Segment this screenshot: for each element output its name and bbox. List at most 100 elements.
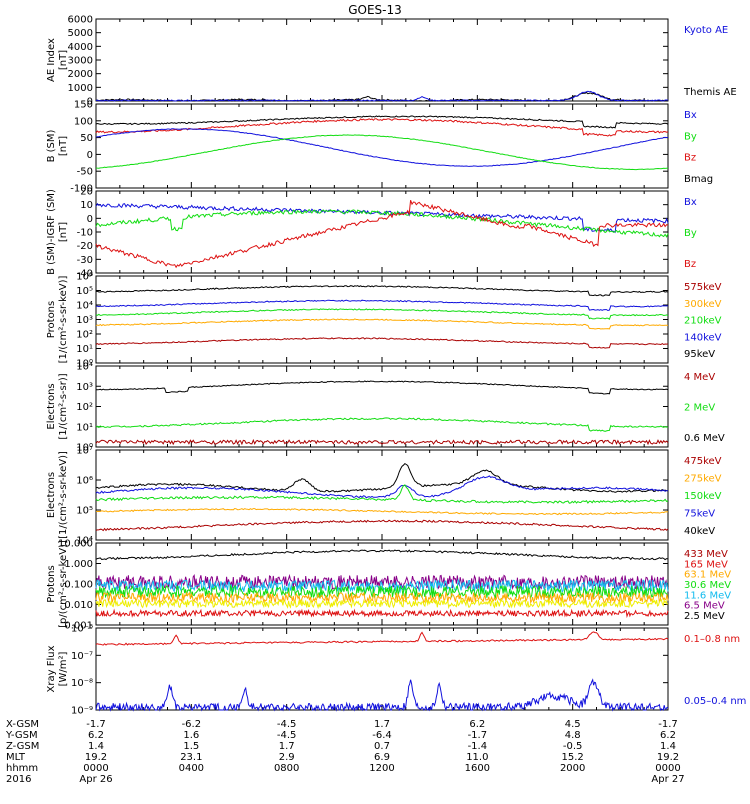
series-dby [95,209,669,238]
ytick-label: 10⁰ [76,359,93,370]
legend-bigrf-2: Bz [684,259,696,270]
ylabel-line1: Protons [46,301,57,338]
ytick-label: -20 [77,241,93,252]
legend-electrons2-4: 40keV [684,526,715,537]
series-e-0p6mev [95,380,669,395]
ytick-label: 10¹ [76,344,93,355]
series-e-4mev [95,438,669,446]
xaxis-value: 1.7 [374,719,390,730]
xaxis-value: 6.2 [88,730,104,741]
series-p-2p5mev [95,549,669,561]
ytick-label: 20 [80,187,93,198]
xaxis-value: -4.5 [277,719,297,730]
ylabel-bigrf: B (SM)-IGRF (SM) [nT] [46,189,69,275]
ytick-label: 10³ [76,315,93,326]
xaxis-row-label: Y-GSM [5,730,38,741]
ytick-label: 10⁴ [76,536,93,547]
xaxis-value: 2000 [560,763,585,774]
xaxis-value: 4.5 [565,719,581,730]
legend-protons1-0: 575keV [684,282,722,293]
xaxis-row-label: Z-GSM [6,741,39,752]
series-p-300kev [95,318,669,330]
legend-ae-0: Kyoto AE [684,25,728,36]
xaxis-value: 11.0 [466,752,488,763]
chart-title: GOES-13 [348,3,402,17]
xaxis-value: Apr 27 [651,774,684,785]
ytick-label: 150 [74,100,93,111]
ytick-label: 6000 [68,15,93,26]
series-xray-short [95,678,669,712]
xaxis-value: Apr 26 [79,774,112,785]
legend-bsm-1: By [684,131,697,142]
ytick-label: 10⁻⁷ [71,651,93,662]
legend-protons2-3: 30.6 MeV [684,580,731,591]
ylabel-line2: [1/(cm²-s-sr-keV)] [58,276,69,364]
xaxis-value: -0.5 [563,741,583,752]
legend-electrons1-2: 0.6 MeV [684,433,725,444]
ylabel-line1: Protons [46,565,57,602]
ytick-label: 0.100 [64,580,93,591]
xaxis-value: -4.5 [277,730,297,741]
ytick-label: 0 [87,97,93,108]
legend-protons1-1: 300keV [684,299,722,310]
legend-protons2-4: 11.6 MeV [684,590,731,601]
xaxis-value: -1.7 [658,719,678,730]
ylabel-line2: [nT] [58,50,69,70]
xaxis-value: 6.2 [660,730,676,741]
xaxis-value: 1200 [369,763,394,774]
legend-protons1-3: 140keV [684,332,722,343]
legend-electrons1-1: 2 MeV [684,403,715,414]
legend-electrons2-1: 275keV [684,474,722,485]
legend-xray-1: 0.05–0.4 nm [684,696,746,707]
legend-bigrf-1: By [684,228,697,239]
ytick-label: 10⁻⁶ [71,624,93,635]
ytick-label: 10³ [76,382,93,393]
ytick-label: 10⁵ [76,286,93,297]
ytick-label: -40 [77,269,93,280]
xaxis-value: 19.2 [657,752,679,763]
legend-xray-0: 0.1–0.8 nm [684,634,740,645]
ylabel-line1: Electrons [46,383,57,429]
ytick-label: 2000 [68,69,93,80]
series-e-275kev [95,507,669,516]
xaxis-value: 0800 [274,763,299,774]
ytick-label: 4000 [68,42,93,53]
series-by [95,134,669,171]
ylabel-line2: [p/(cm²-s-sr-keV)] [58,540,69,628]
ytick-label: 0.001 [64,621,93,632]
ylabel-line1: Electrons [46,472,57,518]
ytick-label: -50 [77,167,93,178]
ylabel-line2: [nT] [58,222,69,242]
ylabel-line1: Xray Flux [46,645,57,692]
ytick-label: 10² [76,330,93,341]
legend-bsm-3: Bmag [684,174,713,185]
series-p-433mev [95,608,669,619]
ylabel-electrons2: Electrons [1/(cm²-s-sr-keV)] [46,451,69,539]
legend-electrons1-0: 4 MeV [684,372,715,383]
legend-bsm-2: Bz [684,153,696,164]
ylabel-xray: Xray Flux [W/m²] [46,645,69,692]
ytick-label: 5000 [68,28,93,39]
xaxis-value: 6.2 [469,719,485,730]
ytick-label: 0.010 [64,600,93,611]
ytick-label: 10⁵ [76,506,93,517]
xaxis-value: -6.4 [372,730,392,741]
ylabel-line1: B (SM) [46,129,57,162]
xaxis-value: 6.9 [374,752,390,763]
series-p-210kev [95,308,669,320]
series-p-575kev [95,337,669,349]
ytick-label: 10⁶ [76,476,93,487]
series-p-30p6mev [95,584,669,600]
ytick-label: 50 [80,133,93,144]
ytick-label: 0 [87,214,93,225]
series-p-140kev [95,299,668,312]
xaxis-value: 1600 [465,763,490,774]
series-e-40kev [95,462,669,493]
legend-protons2-6: 2.5 MeV [684,611,725,622]
xaxis-value: 2.9 [279,752,295,763]
xaxis-value: -1.4 [468,741,488,752]
legend-protons2-5: 6.5 MeV [684,601,725,612]
series-kyoto-ae [95,90,669,102]
series-p-63p1mev [95,590,669,605]
legend-protons2-0: 433 MeV [684,549,728,560]
